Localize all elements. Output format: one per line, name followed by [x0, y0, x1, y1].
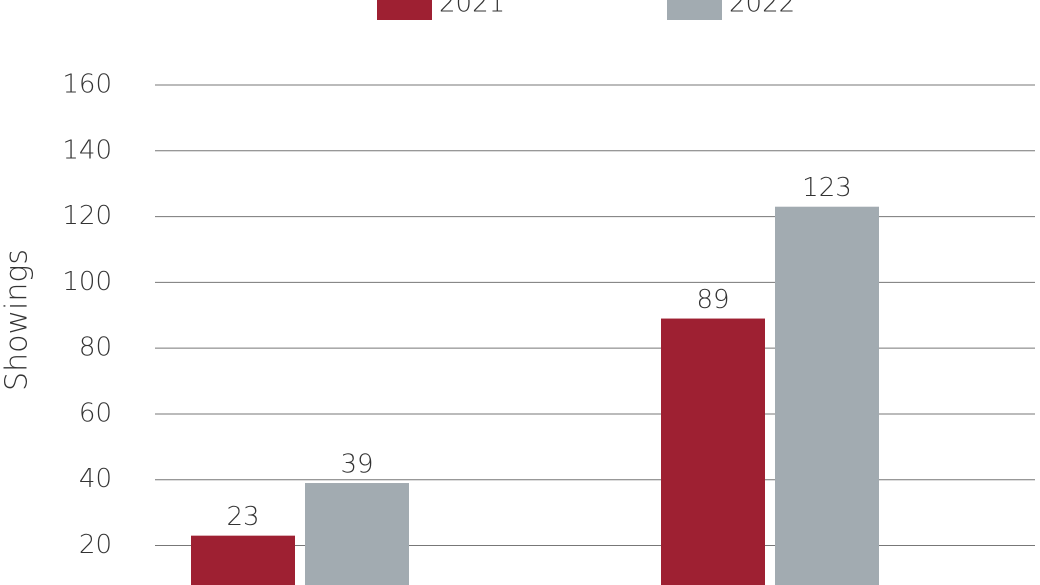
value-label: 39	[340, 450, 373, 480]
value-label-bg	[327, 449, 387, 478]
y-tick-label: 80	[79, 333, 112, 363]
value-label-bg	[683, 284, 743, 313]
y-tick-label: 60	[79, 398, 112, 428]
legend-swatch	[667, 0, 722, 20]
legend-swatch	[377, 0, 432, 20]
y-axis-label: Showings	[0, 249, 35, 391]
value-label: 89	[696, 285, 729, 315]
value-label-bg	[213, 501, 273, 530]
y-tick-label: 160	[62, 70, 112, 100]
value-label: 123	[802, 173, 852, 203]
y-tick-label: 100	[62, 267, 112, 297]
value-label: 23	[226, 502, 259, 532]
y-tick-label: 40	[79, 464, 112, 494]
y-tick-label: 140	[62, 135, 112, 165]
y-tick-label: 20	[79, 530, 112, 560]
value-label-bg	[797, 172, 857, 201]
bar	[661, 318, 765, 585]
bar	[775, 206, 879, 585]
legend-label: 2022	[729, 0, 795, 19]
bar	[191, 535, 295, 585]
y-tick-label: 120	[62, 201, 112, 231]
legend-label: 2021	[439, 0, 505, 19]
bar	[305, 483, 409, 585]
